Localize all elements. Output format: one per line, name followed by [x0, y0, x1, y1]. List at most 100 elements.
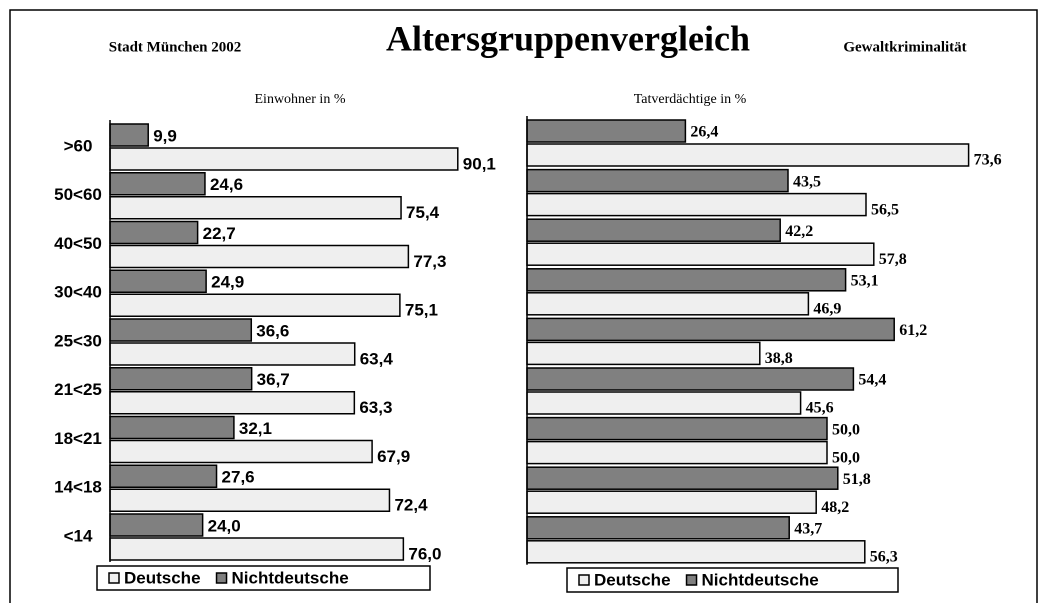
bar — [109, 537, 405, 561]
bar — [109, 488, 391, 512]
header-left: Stadt München 2002 — [109, 39, 242, 55]
bar — [526, 192, 867, 217]
bar — [526, 218, 781, 242]
bar — [526, 367, 855, 391]
bar — [526, 168, 789, 193]
value-label: 24,0 — [208, 516, 241, 535]
value-label: 77,3 — [413, 252, 446, 271]
legend-label: Deutsche — [124, 568, 201, 587]
legend — [96, 565, 431, 591]
bar — [526, 242, 875, 266]
value-label: 75,4 — [406, 203, 440, 222]
value-label: 22,7 — [203, 224, 236, 243]
bar — [109, 269, 207, 293]
legend-swatch — [685, 574, 698, 586]
bar — [526, 143, 970, 167]
value-label: 54,4 — [858, 372, 886, 389]
bar — [109, 439, 373, 464]
bar-chart: Einwohner in % 90,1 75,4 77,3 75,1 63,4 63,3 67… — [54, 92, 496, 591]
value-label: 61,2 — [899, 322, 927, 339]
value-label: 56,5 — [871, 201, 899, 218]
value-label: 46,9 — [813, 300, 841, 317]
bar — [526, 440, 828, 465]
category-label: <14 — [64, 526, 93, 545]
bar — [109, 147, 459, 171]
value-label: 51,8 — [843, 471, 871, 488]
legend-label: Nichtdeutsche — [702, 570, 819, 589]
bar — [109, 391, 356, 415]
subtitle: Tatverdächtige in % — [634, 92, 747, 107]
category-label: 14<18 — [54, 478, 102, 497]
value-label: 76,0 — [408, 544, 441, 563]
bar — [526, 119, 687, 143]
legend-swatch — [578, 574, 590, 586]
chart-title: Altersgruppenvergleich — [386, 18, 750, 58]
value-label: 43,7 — [794, 520, 822, 537]
value-label: 73,6 — [974, 152, 1002, 169]
bar — [109, 513, 204, 537]
value-label: 43,5 — [793, 173, 821, 190]
value-label: 72,4 — [394, 496, 428, 515]
value-label: 48,2 — [821, 499, 849, 516]
value-label: 36,6 — [256, 321, 289, 340]
bar — [526, 292, 810, 316]
bar — [109, 172, 206, 196]
bar — [526, 516, 790, 540]
category-label: >60 — [64, 136, 93, 155]
category-label: 25<30 — [54, 331, 102, 350]
value-label: 53,1 — [851, 272, 879, 289]
legend-label: Nichtdeutsche — [232, 568, 349, 587]
bar — [109, 123, 149, 147]
bar — [109, 293, 401, 317]
bar — [109, 415, 235, 440]
bar — [109, 342, 356, 366]
bar — [526, 490, 817, 514]
bar — [526, 416, 828, 441]
value-label: 32,1 — [239, 419, 272, 438]
value-label: 38,8 — [765, 350, 793, 367]
bar — [109, 367, 253, 391]
subtitle: Einwohner in % — [255, 92, 346, 107]
frame — [9, 9, 1038, 603]
value-label: 27,6 — [222, 468, 255, 487]
value-label: 57,8 — [879, 251, 907, 268]
legend-swatch — [108, 572, 120, 584]
header-right: Gewaltkriminalität — [843, 39, 966, 55]
bar — [526, 540, 866, 564]
value-label: 26,4 — [690, 124, 718, 141]
category-label: 21<25 — [54, 380, 102, 399]
value-label: 45,6 — [806, 400, 834, 417]
value-label: 67,9 — [377, 447, 410, 466]
legend — [566, 567, 899, 593]
category-label: 18<21 — [54, 429, 102, 448]
value-label: 63,3 — [359, 398, 392, 417]
value-label: 50,0 — [832, 421, 860, 438]
value-label: 24,6 — [210, 175, 243, 194]
legend-swatch — [215, 572, 228, 584]
value-label: 90,1 — [463, 154, 496, 173]
value-label: 50,0 — [832, 449, 860, 466]
value-label: 63,4 — [360, 349, 394, 368]
bar — [109, 464, 218, 488]
bar — [526, 341, 761, 366]
bar — [109, 318, 253, 342]
category-label: 50<60 — [54, 185, 102, 204]
category-label: 30<40 — [54, 283, 102, 302]
bar — [526, 391, 802, 415]
value-label: 24,9 — [211, 273, 244, 292]
bar — [526, 317, 895, 342]
legend-label: Deutsche — [594, 570, 671, 589]
category-label: 40<50 — [54, 234, 102, 253]
bar — [109, 196, 402, 220]
value-label: 75,1 — [405, 301, 438, 320]
value-label: 36,7 — [257, 370, 290, 389]
value-label: 56,3 — [870, 548, 898, 565]
bar — [526, 466, 839, 490]
value-label: 42,2 — [785, 223, 813, 240]
bar-chart: Tatverdächtige in % 73,6 56,5 57,8 46,9 38,8 4… — [526, 92, 1002, 593]
bar — [526, 268, 847, 292]
bar — [109, 220, 199, 245]
value-label: 9,9 — [153, 126, 177, 145]
bar — [109, 244, 410, 269]
